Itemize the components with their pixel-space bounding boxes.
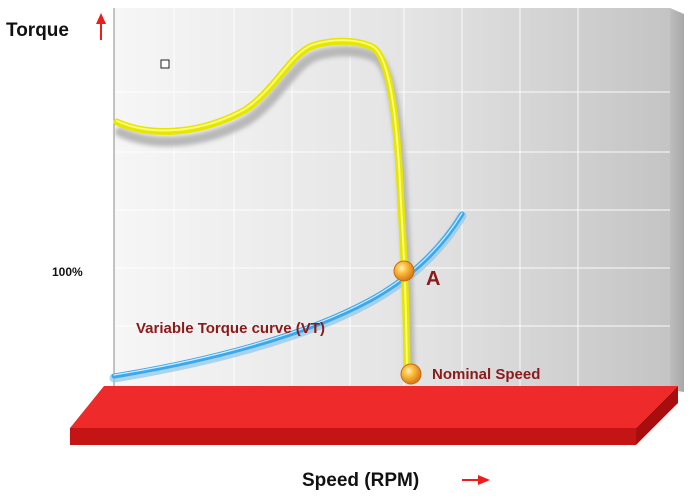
y-axis-arrow-icon <box>96 13 106 40</box>
floor-slab <box>70 386 678 445</box>
y-axis-label: Torque <box>6 20 69 41</box>
point-a-label: A <box>426 268 440 290</box>
grid-lines <box>114 8 670 390</box>
motor-torque-curve <box>113 37 415 382</box>
chart-panel <box>113 8 684 392</box>
nominal-speed-marker <box>400 363 422 385</box>
tick-label-100: 100% <box>52 265 83 279</box>
point-a-marker <box>393 260 415 282</box>
x-axis-arrow-icon <box>462 475 490 485</box>
x-axis-label: Speed (RPM) <box>302 470 419 491</box>
vt-curve-label: Variable Torque curve (VT) <box>136 320 325 337</box>
small-square-marker <box>160 59 170 69</box>
nominal-speed-label: Nominal Speed <box>432 366 540 383</box>
vt-curve <box>109 211 467 383</box>
